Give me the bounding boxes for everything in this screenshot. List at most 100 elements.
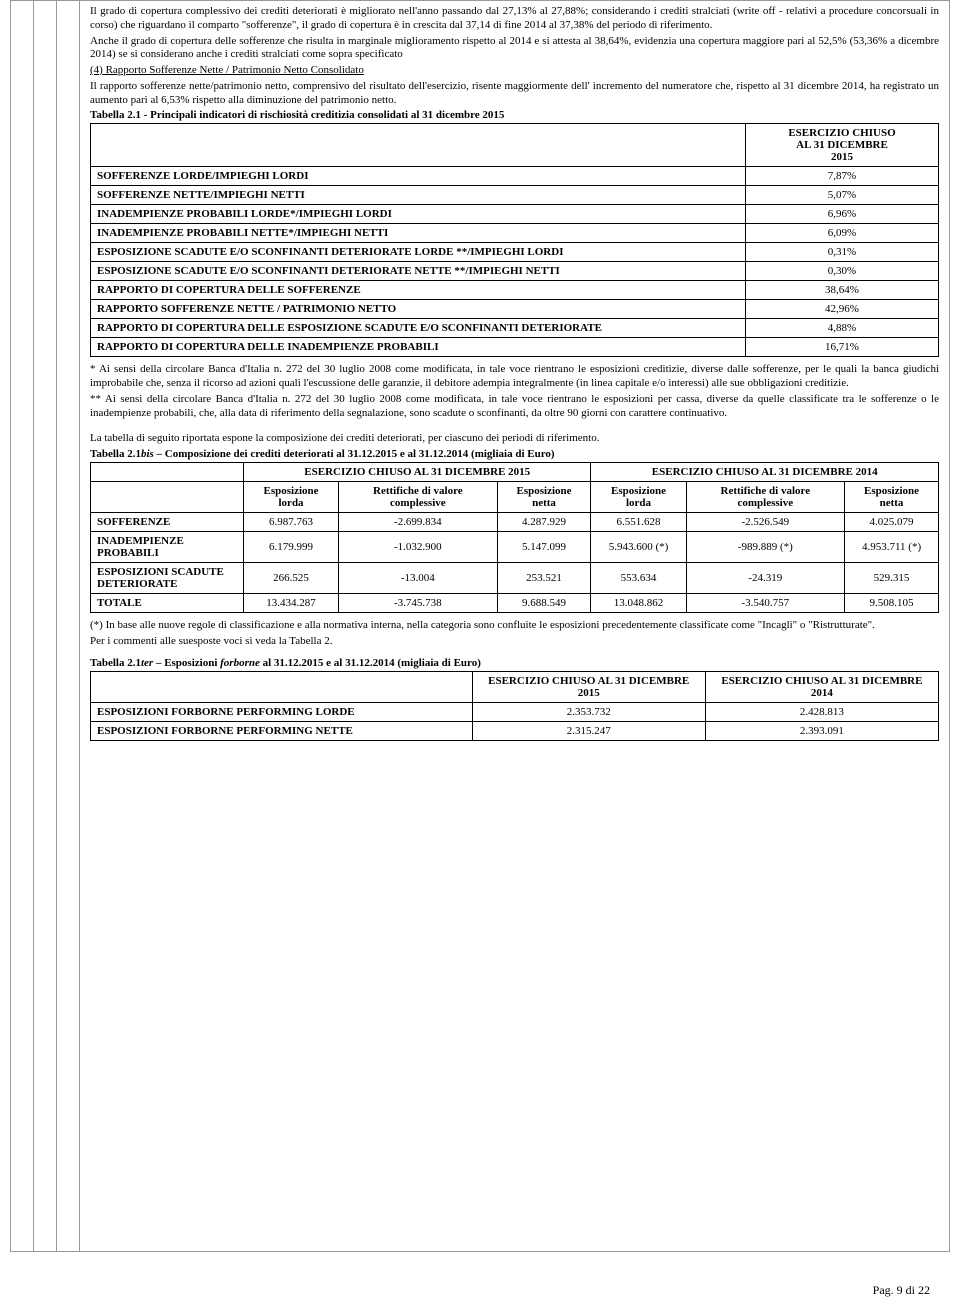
t2-period-2014: ESERCIZIO CHIUSO AL 31 DICEMBRE 2014	[591, 463, 939, 482]
t2-cell: 553.634	[591, 563, 686, 594]
main-content: Il grado di copertura complessivo dei cr…	[80, 1, 949, 1251]
paragraph-sofferenze-coverage: Anche il grado di copertura delle soffer…	[90, 35, 939, 63]
t1-row-value: 6,96%	[746, 205, 939, 224]
spacer	[90, 422, 939, 432]
paragraph-table2-intro: La tabella di seguito riportata espone l…	[90, 432, 939, 446]
table2-title: Tabella 2.1bis – Composizione dei credit…	[90, 448, 939, 460]
t1-row-value: 4,88%	[746, 319, 939, 338]
t2-cell: -3.745.738	[339, 594, 498, 613]
t1-row-value: 7,87%	[746, 167, 939, 186]
margin-col-1	[11, 1, 34, 1251]
table1-title: Tabella 2.1 - Principali indicatori di r…	[90, 109, 939, 121]
ratio-heading: (4) Rapporto Sofferenze Nette / Patrimon…	[90, 64, 939, 78]
footnote-classification: (*) In base alle nuove regole di classif…	[90, 619, 939, 633]
t2-cell: 6.179.999	[244, 532, 339, 563]
t3-cell: 2.393.091	[705, 721, 938, 740]
t2-cell: 9.688.549	[497, 594, 591, 613]
t2-cell: 5.943.600 (*)	[591, 532, 686, 563]
t2-subheader: Esposizione lorda	[244, 482, 339, 513]
t2-subheader: Rettifiche di valore complessive	[686, 482, 845, 513]
margin-col-2	[34, 1, 57, 1251]
table3-title: Tabella 2.1ter – Esposizioni forborne al…	[90, 657, 939, 669]
t1-row-label: RAPPORTO SOFFERENZE NETTE / PATRIMONIO N…	[91, 300, 746, 319]
t2-cell: -2.526.549	[686, 513, 845, 532]
t2-cell: 6.551.628	[591, 513, 686, 532]
t2-subheader: Esposizione lorda	[591, 482, 686, 513]
t2-blank-corner	[91, 463, 244, 482]
t3-cell: 2.353.732	[472, 702, 705, 721]
t2-subheader: Esposizione netta	[845, 482, 939, 513]
paragraph-coverage: Il grado di copertura complessivo dei cr…	[90, 5, 939, 33]
t3-title-prefix: Tabella 2.1	[90, 657, 141, 669]
t1-row-label: RAPPORTO DI COPERTURA DELLE INADEMPIENZE…	[91, 338, 746, 357]
paragraph-ratio: Il rapporto sofferenze nette/patrimonio …	[90, 80, 939, 108]
t3-title-italic1: ter	[141, 657, 153, 669]
credit-composition-table: ESERCIZIO CHIUSO AL 31 DICEMBRE 2015 ESE…	[90, 462, 939, 613]
t2-cell: 529.315	[845, 563, 939, 594]
margin-col-3	[57, 1, 79, 1251]
table2-title-suffix: – Composizione dei crediti deteriorati a…	[154, 448, 555, 460]
t1-row-value: 0,31%	[746, 243, 939, 262]
t2-subheader: Rettifiche di valore complessive	[339, 482, 498, 513]
t2-row-label: ESPOSIZIONI SCADUTE DETERIORATE	[91, 563, 244, 594]
t1-row-label: ESPOSIZIONE SCADUTE E/O SCONFINANTI DETE…	[91, 243, 746, 262]
left-margin-columns	[11, 1, 80, 1251]
t2-cell: 5.147.099	[497, 532, 591, 563]
t1-row-value: 38,64%	[746, 281, 939, 300]
table1-header-empty	[91, 124, 746, 167]
t3-title-mid: – Esposizioni	[153, 657, 220, 669]
footnote-asterisk1: * Ai sensi della circolare Banca d'Itali…	[90, 363, 939, 391]
t3-row-label: ESPOSIZIONI FORBORNE PERFORMING LORDE	[91, 702, 473, 721]
table2-title-italic: bis	[141, 448, 154, 460]
t1-row-label: SOFFERENZE LORDE/IMPIEGHI LORDI	[91, 167, 746, 186]
t2-cell: 4.025.079	[845, 513, 939, 532]
t2-cell: 9.508.105	[845, 594, 939, 613]
t3-period-2014: ESERCIZIO CHIUSO AL 31 DICEMBRE 2014	[705, 671, 938, 702]
t1-row-value: 42,96%	[746, 300, 939, 319]
table1-header-period: ESERCIZIO CHIUSO AL 31 DICEMBRE 2015	[746, 124, 939, 167]
t1-row-label: RAPPORTO DI COPERTURA DELLE ESPOSIZIONE …	[91, 319, 746, 338]
t2-cell: -1.032.900	[339, 532, 498, 563]
t1-row-label: INADEMPIENZE PROBABILI LORDE*/IMPIEGHI L…	[91, 205, 746, 224]
t2-cell: 253.521	[497, 563, 591, 594]
risk-indicators-table: ESERCIZIO CHIUSO AL 31 DICEMBRE 2015 SOF…	[90, 123, 939, 357]
table2-title-prefix: Tabella 2.1	[90, 448, 141, 460]
t2-cell: -3.540.757	[686, 594, 845, 613]
t1-row-label: RAPPORTO DI COPERTURA DELLE SOFFERENZE	[91, 281, 746, 300]
t3-cell: 2.428.813	[705, 702, 938, 721]
t2-cell: 6.987.763	[244, 513, 339, 532]
t1-row-label: INADEMPIENZE PROBABILI NETTE*/IMPIEGHI N…	[91, 224, 746, 243]
t1-row-label: SOFFERENZE NETTE/IMPIEGHI NETTI	[91, 186, 746, 205]
t2-cell: 266.525	[244, 563, 339, 594]
t3-cell: 2.315.247	[472, 721, 705, 740]
t2-cell: 4.953.711 (*)	[845, 532, 939, 563]
t3-row-label: ESPOSIZIONI FORBORNE PERFORMING NETTE	[91, 721, 473, 740]
t2-row-label: SOFFERENZE	[91, 513, 244, 532]
t1-row-value: 16,71%	[746, 338, 939, 357]
content-frame: Il grado di copertura complessivo dei cr…	[10, 0, 950, 1252]
page: Il grado di copertura complessivo dei cr…	[0, 0, 960, 1306]
footnote-see-table2: Per i commenti alle suesposte voci si ve…	[90, 635, 939, 649]
t2-cell: 13.048.862	[591, 594, 686, 613]
t2-row-label: INADEMPIENZE PROBABILI	[91, 532, 244, 563]
t1-row-label: ESPOSIZIONE SCADUTE E/O SCONFINANTI DETE…	[91, 262, 746, 281]
t1-row-value: 6,09%	[746, 224, 939, 243]
t3-blank-corner	[91, 671, 473, 702]
t2-cell: 13.434.287	[244, 594, 339, 613]
t1-row-value: 0,30%	[746, 262, 939, 281]
t2-cell: 4.287.929	[497, 513, 591, 532]
t3-period-2015: ESERCIZIO CHIUSO AL 31 DICEMBRE 2015	[472, 671, 705, 702]
page-footer: Pag. 9 di 22	[0, 1283, 960, 1298]
t2-cell: -2.699.834	[339, 513, 498, 532]
t2-cell: -24.319	[686, 563, 845, 594]
t2-row-label: TOTALE	[91, 594, 244, 613]
t2-cell: -989.889 (*)	[686, 532, 845, 563]
forborne-table: ESERCIZIO CHIUSO AL 31 DICEMBRE 2015 ESE…	[90, 671, 939, 741]
t2-cell: -13.004	[339, 563, 498, 594]
t3-title-italic2: forborne	[220, 657, 260, 669]
t2-subheader: Esposizione netta	[497, 482, 591, 513]
footnote-asterisk2: ** Ai sensi della circolare Banca d'Ital…	[90, 393, 939, 421]
t2-blank-sub	[91, 482, 244, 513]
t1-row-value: 5,07%	[746, 186, 939, 205]
t3-title-suffix: al 31.12.2015 e al 31.12.2014 (migliaia …	[260, 657, 481, 669]
